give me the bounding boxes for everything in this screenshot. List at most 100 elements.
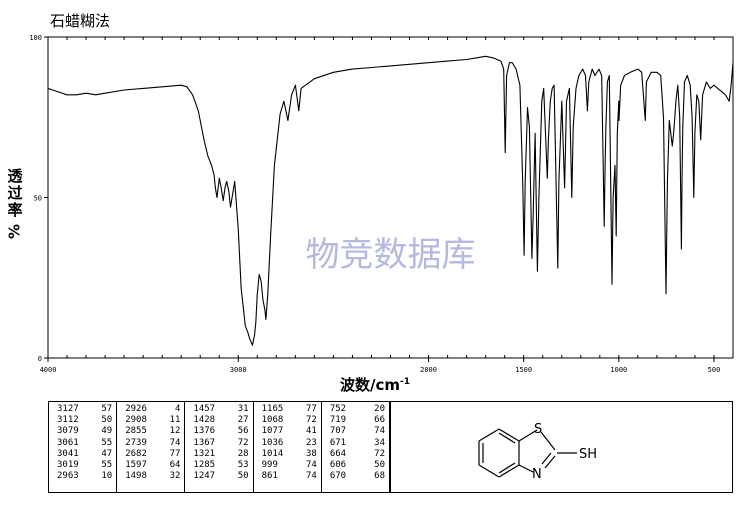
peak-transmittance: 57 [101, 404, 113, 414]
peak-transmittance: 50 [374, 460, 386, 471]
plot-frame [47, 36, 734, 359]
y-axis-label: 透 过 率 % [4, 168, 26, 240]
peak-table-row: 752 20 [330, 404, 385, 415]
peak-transmittance: 56 [237, 426, 249, 437]
bond [478, 428, 500, 442]
peak-wavenumber: 1165 [261, 404, 284, 414]
peak-wavenumber: 1285 [193, 460, 216, 471]
y-tick-label: 50 [34, 195, 42, 203]
peak-table-column: 1165 77 1068 72 1077 41 1036 23 1014 38 999 74 861 74 [254, 402, 322, 492]
peak-table-row: 3127 57 [57, 404, 112, 415]
bond [540, 431, 556, 451]
peak-table-row: 1457 31 [193, 404, 248, 415]
peak-transmittance: 74 [169, 437, 181, 448]
y-tick-label: 0 [38, 355, 42, 363]
peak-transmittance: 64 [169, 460, 181, 471]
x-tick-label: 3000 [230, 366, 247, 374]
bond [544, 455, 556, 469]
peak-table-row: 1367 72 [193, 438, 248, 449]
peak-wavenumber: 606 [329, 460, 347, 471]
bond [518, 429, 538, 442]
peak-wavenumber: 1247 [193, 471, 216, 482]
bond [518, 464, 534, 473]
peak-wavenumber: 1498 [125, 471, 147, 482]
peak-transmittance: 47 [101, 448, 113, 459]
peak-transmittance: 77 [169, 448, 181, 459]
peak-table-row: 999 74 [262, 460, 317, 471]
peak-table-row: 1247 50 [193, 471, 248, 482]
peak-wavenumber: 670 [329, 471, 347, 482]
peak-transmittance: 32 [169, 471, 181, 482]
peak-wavenumber: 2908 [125, 415, 147, 426]
benzothiazole-thiol-structure: S N SH [478, 422, 597, 482]
peak-table-row: 671 34 [330, 438, 385, 449]
peak-table-row: 2926 4 [125, 404, 180, 415]
peak-transmittance: 11 [169, 415, 181, 426]
peak-table-row: 3079 49 [57, 426, 112, 437]
spectrum-line [47, 55, 734, 346]
peak-table-row: 606 50 [330, 460, 385, 471]
peak-wavenumber: 1457 [193, 404, 216, 414]
peak-table-row: 707 74 [330, 426, 385, 437]
peak-wavenumber: 752 [329, 404, 347, 414]
x-tick-label: 1000 [610, 366, 627, 374]
peak-wavenumber: 3079 [57, 426, 79, 437]
peak-table-row: 1428 27 [193, 415, 248, 426]
double-bond [498, 432, 516, 444]
peak-table-row: 1597 64 [125, 460, 180, 471]
peak-wavenumber: 1068 [261, 415, 284, 426]
chart-title: 石蜡糊法 [50, 12, 111, 30]
peak-table-row: 1321 28 [193, 449, 248, 460]
peak-table-row: 1014 38 [262, 449, 317, 460]
peak-table-row: 1068 72 [262, 415, 317, 426]
peak-transmittance: 49 [101, 426, 113, 437]
peak-wavenumber: 3019 [57, 460, 79, 471]
peak-transmittance: 50 [237, 471, 249, 482]
y-axis-label-char-1: 透 [7, 167, 23, 185]
peak-table-row: 2682 77 [125, 449, 180, 460]
peak-table-row: 719 66 [330, 415, 385, 426]
peak-wavenumber: 2682 [125, 448, 147, 459]
x-tick-label: 1500 [515, 366, 532, 374]
y-axis-label-char-3: 率 [7, 201, 23, 219]
y-tick-label: 100 [29, 34, 42, 42]
peak-table-row: 670 68 [330, 471, 385, 482]
peak-wavenumber: 3061 [57, 437, 79, 448]
peak-table-column: 752 20 719 66 707 74 671 34 664 72 606 50 670 68 [322, 402, 389, 492]
peak-transmittance: 74 [374, 426, 386, 437]
x-axis-label: 波数/cm-1 [340, 374, 410, 395]
peak-transmittance: 27 [237, 415, 249, 426]
peak-table-row: 1285 53 [193, 460, 248, 471]
peak-table-row: 3019 55 [57, 460, 112, 471]
double-bond [498, 462, 516, 474]
peak-wavenumber: 861 [261, 471, 278, 482]
peak-transmittance: 23 [305, 437, 317, 448]
peak-wavenumber: 3041 [57, 448, 79, 459]
peak-table-row: 3041 47 [57, 449, 112, 460]
peak-transmittance: 72 [237, 437, 249, 448]
bond [478, 464, 500, 478]
x-tick-label: 4000 [40, 366, 57, 374]
peak-wavenumber: 2963 [57, 471, 79, 482]
peak-table-row: 3061 55 [57, 438, 112, 449]
peak-transmittance: 72 [305, 415, 317, 426]
peak-table-row: 1376 56 [193, 426, 248, 437]
y-axis-label-char-2: 过 [7, 184, 23, 202]
peak-transmittance: 41 [305, 426, 317, 437]
peak-transmittance: 34 [374, 437, 386, 448]
peak-transmittance: 74 [305, 460, 317, 471]
peak-wavenumber: 2855 [125, 426, 147, 437]
peak-table-row: 664 72 [330, 449, 385, 460]
peak-wavenumber: 3112 [57, 415, 79, 426]
peak-transmittance: 53 [237, 460, 249, 471]
peak-table-row: 2855 12 [125, 426, 180, 437]
peak-transmittance: 68 [374, 471, 386, 482]
bond [498, 428, 520, 442]
peak-transmittance: 10 [101, 471, 113, 482]
peak-transmittance: 74 [305, 471, 317, 482]
double-bond [541, 452, 552, 465]
peak-wavenumber: 1428 [193, 415, 216, 426]
peak-wavenumber: 2926 [125, 404, 147, 414]
x-tick-label: 500 [708, 366, 721, 374]
peak-wavenumber: 1077 [261, 426, 284, 437]
